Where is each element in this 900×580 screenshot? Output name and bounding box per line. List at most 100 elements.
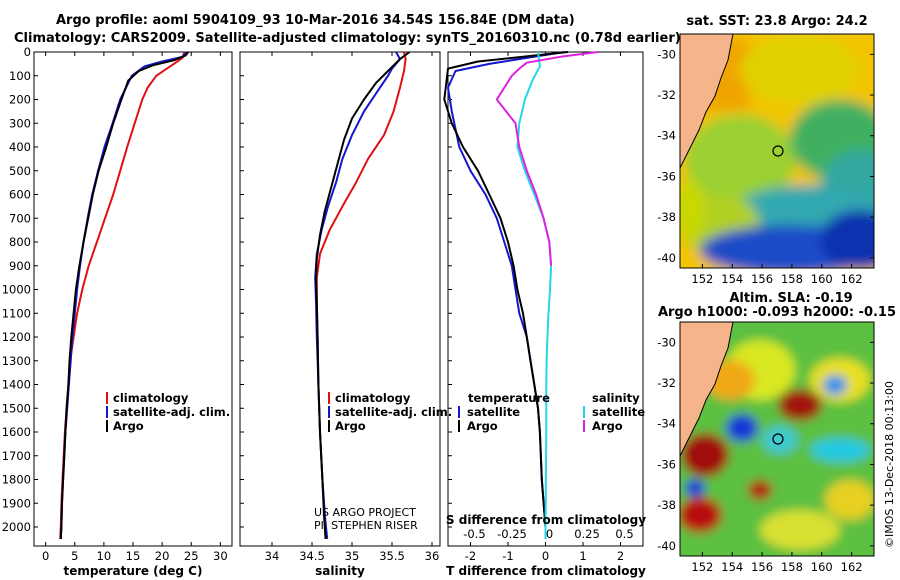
sla-map-title-line2: Argo h1000: -0.093 h2000: -0.15: [658, 305, 896, 320]
figure-title-line1: Argo profile: aoml 5904109_93 10-Mar-201…: [56, 13, 575, 28]
map-y-tick-label: -40: [657, 539, 676, 553]
map-x-tick-label: 154: [721, 272, 743, 286]
x-tick-label: 15: [126, 549, 141, 563]
difference-secondary-xlabel: S difference from climatology: [446, 513, 646, 527]
secondary-x-tick-label: 0: [546, 527, 553, 541]
x-tick-label: 0: [42, 549, 49, 563]
series-line-argo: [315, 51, 411, 539]
temperature-plot: 0100200300400500600700800900100011001200…: [2, 45, 228, 563]
map-x-tick-label: 152: [691, 560, 713, 574]
x-tick-label: 34: [265, 549, 280, 563]
y-tick-label: 1200: [2, 330, 31, 344]
y-tick-label: 0: [24, 45, 31, 59]
temperature-xlabel: temperature (deg C): [64, 564, 203, 578]
map-x-tick-label: 162: [841, 272, 863, 286]
map-y-tick-label: -30: [657, 47, 676, 61]
y-tick-label: 500: [9, 164, 31, 178]
x-tick-label: 20: [155, 549, 170, 563]
map-y-tick-label: -30: [657, 335, 676, 349]
map-x-tick-label: 160: [811, 272, 833, 286]
salinity-xlabel: salinity: [315, 564, 365, 578]
legend-label-sal-argo: Argo: [592, 419, 623, 433]
difference-legend-salinity: salinity satellite Argo: [583, 391, 645, 433]
salinity-plot: 34 34.5 35 35.5 36: [240, 51, 440, 563]
legend-label-argo: Argo: [113, 419, 144, 433]
map-x-tick-label: 158: [781, 272, 803, 286]
legend-label-satellite: satellite-adj. clim.: [113, 405, 230, 419]
sla-map-image: [680, 322, 874, 556]
y-tick-label: 1000: [2, 283, 31, 297]
series-line-satellite-adj-clim-: [59, 51, 188, 539]
legend-label-argo: Argo: [335, 419, 366, 433]
y-tick-label: 900: [9, 259, 31, 273]
sla-map-frame: [679, 321, 875, 557]
sla-map-title-line1: Altim. SLA: -0.19: [729, 291, 852, 306]
sst-map-ticks: 152 154 156 158 160 162 -30 -32 -34 -36 -38 -40: [657, 47, 874, 286]
map-x-tick-label: 160: [811, 560, 833, 574]
x-tick-label: -2: [465, 549, 476, 563]
x-tick-label: 25: [184, 549, 199, 563]
y-tick-label: 1600: [2, 425, 31, 439]
x-tick-label: 2: [617, 549, 624, 563]
map-x-tick-label: 154: [721, 560, 743, 574]
x-tick-label: 10: [97, 549, 112, 563]
sst-map-frame: [679, 33, 875, 269]
map-y-tick-label: -32: [657, 88, 676, 102]
x-tick-label: 0: [542, 549, 549, 563]
map-x-tick-label: 162: [841, 560, 863, 574]
legend-label-sal-satellite: satellite: [592, 405, 645, 419]
legend-label-satellite: satellite-adj. clim.: [335, 405, 452, 419]
figure-title-line2: Climatology: CARS2009. Satellite-adjuste…: [14, 31, 681, 46]
difference-plot: -2 -1 0 1 2 -0.5 -0.25 0 0.25 0.5: [443, 51, 634, 563]
y-tick-label: 200: [9, 93, 31, 107]
credit-project: US ARGO PROJECT: [314, 506, 416, 519]
series-line-argo: [59, 51, 190, 539]
legend-title-salinity: salinity: [592, 391, 640, 405]
y-tick-label: 300: [9, 116, 31, 130]
map-x-tick-label: 152: [691, 272, 713, 286]
y-tick-label: 1100: [2, 306, 31, 320]
series-line-salinity-argo: [495, 51, 599, 266]
y-tick-label: 1900: [2, 496, 31, 510]
legend-label-climatology: climatology: [113, 391, 189, 405]
map-y-tick-label: -34: [657, 129, 676, 143]
sla-map-land: [680, 322, 734, 457]
legend-label-temp-satellite: satellite: [467, 405, 520, 419]
y-tick-label: 400: [9, 140, 31, 154]
series-line-climatology: [59, 51, 186, 539]
sst-map-title: sat. SST: 23.8 Argo: 24.2: [686, 14, 867, 29]
y-tick-label: 800: [9, 235, 31, 249]
y-tick-label: 1400: [2, 378, 31, 392]
legend-label-temp-argo: Argo: [467, 419, 498, 433]
salinity-legend: climatology satellite-adj. clim. Argo: [328, 391, 452, 433]
series-line-salinity-satellite: [516, 51, 553, 539]
sst-map-image: [680, 34, 874, 268]
map-y-tick-label: -38: [657, 498, 676, 512]
map-y-tick-label: -36: [657, 457, 676, 471]
temperature-legend: climatology satellite-adj. clim. Argo: [106, 391, 230, 433]
x-tick-label: 5: [71, 549, 78, 563]
series-line-climatology: [315, 51, 407, 539]
y-tick-label: 1700: [2, 449, 31, 463]
salinity-panel-frame: [239, 51, 441, 547]
y-tick-label: 1800: [2, 473, 31, 487]
x-tick-label: 36: [425, 549, 440, 563]
credit-pi: PI: STEPHEN RISER: [314, 519, 418, 532]
map-y-tick-label: -32: [657, 376, 676, 390]
difference-legend-temperature: temperature satellite Argo: [458, 391, 550, 433]
map-x-tick-label: 158: [781, 560, 803, 574]
secondary-x-tick-label: -0.25: [497, 527, 527, 541]
x-tick-label: 34.5: [299, 549, 325, 563]
x-tick-label: 35.5: [379, 549, 405, 563]
map-y-tick-label: -34: [657, 417, 676, 431]
map-x-tick-label: 156: [751, 560, 773, 574]
sst-map-land: [680, 34, 734, 169]
y-tick-label: 2000: [2, 520, 31, 534]
x-tick-label: 35: [345, 549, 360, 563]
y-tick-label: 700: [9, 211, 31, 225]
legend-label-climatology: climatology: [335, 391, 411, 405]
x-tick-label: 30: [213, 549, 228, 563]
legend-title-temperature: temperature: [468, 391, 550, 405]
secondary-x-tick-label: 0.25: [574, 527, 600, 541]
